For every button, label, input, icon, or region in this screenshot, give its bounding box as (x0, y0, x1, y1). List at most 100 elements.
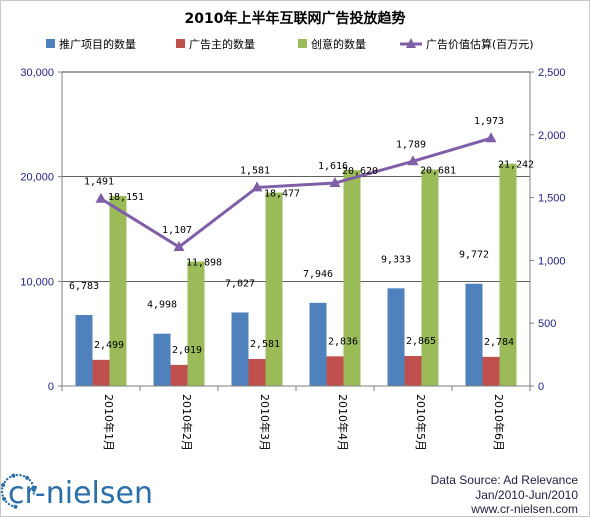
data-label: 6,783 (69, 281, 99, 292)
logo-dot (0, 487, 4, 490)
logo-dot (13, 504, 18, 509)
y-right-tick-label: 500 (538, 318, 556, 330)
bar (482, 356, 500, 386)
line-data-label: 1,581 (240, 165, 270, 176)
data-label: 7,027 (225, 278, 255, 289)
line-data-label: 1,491 (84, 177, 114, 188)
data-label: 9,333 (381, 254, 411, 265)
logo: cr-nielsen (0, 473, 153, 511)
legend-label: 创意的数量 (311, 37, 366, 51)
bar (465, 283, 483, 386)
logo-dot (4, 500, 8, 503)
logo-dot (31, 487, 36, 492)
logo-dot (10, 504, 14, 508)
bar (170, 364, 188, 386)
logo-dot (0, 490, 4, 494)
bar (92, 359, 110, 386)
legend-label: 推广项目的数量 (59, 37, 136, 51)
x-tick-label: 2010年4月 (336, 394, 350, 451)
bar (387, 288, 405, 386)
chart-title: 2010年上半年互联网广告投放趋势 (185, 10, 406, 27)
line-data-label: 1,973 (474, 116, 504, 127)
data-label: 2,499 (94, 340, 124, 351)
logo-dot (2, 496, 7, 501)
logo-dot (19, 473, 22, 477)
y-left-tick-label: 10,000 (20, 276, 54, 288)
legend-swatch (46, 39, 55, 48)
bar (326, 356, 344, 386)
data-label: 2,836 (328, 336, 358, 347)
data-label: 7,946 (303, 269, 333, 280)
logo-dot (1, 483, 6, 488)
bar (499, 163, 517, 386)
y-right-tick-label: 2,500 (538, 67, 566, 79)
logo-dot (7, 502, 11, 506)
data-label: 18,477 (264, 189, 300, 200)
bar (231, 312, 249, 386)
legend-swatch (176, 39, 185, 48)
data-label: 11,898 (186, 257, 222, 268)
legend-label: 广告价值估算(百万元) (426, 37, 534, 51)
source-line-2: Jan/2010-Jun/2010 (475, 488, 578, 502)
line-series (95, 132, 497, 251)
logo-text: cr-nielsen (8, 476, 153, 511)
data-label: 2,019 (172, 345, 202, 356)
logo-dot (8, 475, 12, 479)
y-right-tick-label: 1,500 (538, 193, 566, 205)
legend: 推广项目的数量 广告主的数量 创意的数量 广告价值估算(百万元) (46, 37, 534, 51)
data-label: 18,151 (108, 192, 144, 203)
logo-dot (28, 479, 32, 482)
line-point (173, 240, 185, 251)
data-label: 20,620 (342, 166, 378, 177)
source-line-3: www.cr-nielsen.com (470, 502, 578, 516)
line-data-label: 1,789 (396, 139, 426, 150)
bar (153, 333, 171, 386)
axes: 0 10,000 20,000 30,000 0 500 1,000 1,500 2,000 2,… (20, 67, 565, 451)
logo-dot (32, 485, 35, 488)
legend-marker (406, 38, 416, 48)
data-label: 21,242 (498, 160, 534, 171)
logo-dot (15, 473, 19, 477)
y-right-tick-label: 2,000 (538, 130, 566, 142)
data-label: 20,681 (420, 166, 456, 177)
line-point (407, 155, 419, 166)
bar (75, 315, 93, 386)
x-tick-label: 2010年1月 (102, 394, 116, 451)
y-left-tick-label: 0 (48, 381, 54, 393)
x-tick-label: 2010年6月 (492, 394, 506, 451)
data-label: 9,772 (459, 250, 489, 261)
data-labels: 6,783 4,998 7,027 7,946 9,333 9,772 2,499 2,019… (69, 116, 534, 356)
logo-dot (30, 481, 34, 485)
logo-dot (25, 475, 30, 480)
line-point (485, 132, 497, 143)
x-tick-label: 2010年3月 (258, 394, 272, 451)
bar (248, 358, 266, 386)
source-line-1: Data Source: Ad Relevance (431, 473, 579, 487)
y-right-tick-label: 0 (538, 381, 544, 393)
bar (309, 302, 327, 386)
y-left-tick-label: 20,000 (20, 172, 54, 184)
logo-dot (11, 473, 16, 478)
bar (421, 169, 439, 386)
data-label: 2,581 (250, 339, 280, 350)
logo-dot (6, 477, 9, 481)
y-right-tick-label: 1,000 (538, 255, 566, 267)
logo-dots-icon (0, 473, 36, 509)
bar (187, 261, 205, 386)
x-tick-label: 2010年2月 (180, 394, 194, 451)
logo-dot (1, 494, 4, 497)
data-label: 4,998 (147, 300, 177, 311)
bar (265, 192, 283, 386)
line-data-label: 1,107 (162, 225, 192, 236)
bar (343, 170, 361, 386)
line-path (100, 136, 492, 249)
bars (75, 163, 517, 386)
line-point (329, 177, 341, 188)
logo-dot (22, 474, 26, 478)
data-label: 2,784 (484, 337, 514, 348)
legend-label: 广告主的数量 (189, 37, 255, 51)
bar (404, 356, 422, 386)
line-data-label: 1,616 (318, 161, 348, 172)
